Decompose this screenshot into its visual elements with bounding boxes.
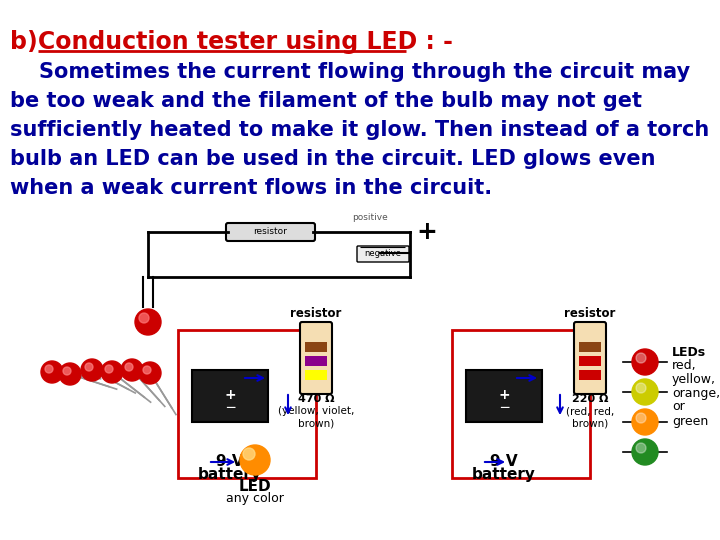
Circle shape [632, 439, 658, 465]
Text: negative: negative [364, 249, 402, 259]
Circle shape [41, 361, 63, 383]
Text: (yellow, violet,: (yellow, violet, [278, 406, 354, 416]
Circle shape [632, 409, 658, 435]
Text: Sometimes the current flowing through the circuit may: Sometimes the current flowing through th… [10, 62, 690, 82]
Circle shape [632, 349, 658, 375]
Text: ─: ─ [226, 401, 234, 415]
FancyBboxPatch shape [452, 330, 590, 478]
Text: LED: LED [239, 479, 271, 494]
Text: 9 V: 9 V [490, 455, 518, 469]
Circle shape [135, 309, 161, 335]
Circle shape [240, 445, 270, 475]
Circle shape [81, 359, 103, 381]
Text: green: green [672, 415, 708, 428]
Circle shape [59, 363, 81, 385]
FancyBboxPatch shape [300, 322, 332, 394]
Text: sufficiently heated to make it glow. Then instead of a torch: sufficiently heated to make it glow. The… [10, 120, 709, 140]
Circle shape [243, 448, 255, 460]
Circle shape [636, 443, 646, 453]
Circle shape [143, 366, 151, 374]
Text: 9 V: 9 V [216, 455, 244, 469]
Circle shape [636, 413, 646, 423]
Text: orange,: orange, [672, 387, 720, 400]
FancyBboxPatch shape [574, 322, 606, 394]
Text: resistor: resistor [290, 307, 342, 320]
Text: +: + [224, 388, 236, 402]
Text: red,: red, [672, 359, 697, 372]
Circle shape [632, 379, 658, 405]
Text: when a weak current flows in the circuit.: when a weak current flows in the circuit… [10, 178, 492, 198]
Text: or: or [672, 401, 685, 414]
Bar [579, 370, 601, 380]
Circle shape [636, 353, 646, 363]
Circle shape [125, 363, 133, 371]
Text: battery: battery [472, 467, 536, 482]
Text: 220 Ω: 220 Ω [572, 394, 608, 404]
Bar [192, 370, 268, 422]
Circle shape [636, 383, 646, 393]
Bar [579, 342, 601, 352]
FancyBboxPatch shape [226, 223, 315, 241]
Text: ─: ─ [500, 401, 508, 415]
Circle shape [45, 365, 53, 373]
Text: resistor: resistor [253, 227, 287, 237]
Text: b): b) [10, 30, 46, 54]
Bar [305, 342, 327, 352]
Text: be too weak and the filament of the bulb may not get: be too weak and the filament of the bulb… [10, 91, 642, 111]
Text: bulb an LED can be used in the circuit. LED glows even: bulb an LED can be used in the circuit. … [10, 149, 655, 169]
Text: +: + [498, 388, 510, 402]
Bar [579, 356, 601, 366]
Text: Conduction tester using LED : -: Conduction tester using LED : - [38, 30, 453, 54]
Bar [305, 356, 327, 366]
Circle shape [105, 365, 113, 373]
Circle shape [139, 362, 161, 384]
FancyBboxPatch shape [178, 330, 316, 478]
Circle shape [63, 367, 71, 375]
Text: brown): brown) [298, 418, 334, 428]
Text: +: + [416, 220, 437, 244]
Circle shape [101, 361, 123, 383]
Circle shape [121, 359, 143, 381]
Text: positive: positive [352, 213, 388, 222]
FancyBboxPatch shape [357, 246, 409, 262]
Text: any color: any color [226, 492, 284, 505]
Circle shape [85, 363, 93, 371]
Bar [305, 370, 327, 380]
Text: brown): brown) [572, 418, 608, 428]
Circle shape [139, 313, 149, 323]
Text: 470 Ω: 470 Ω [298, 394, 334, 404]
Text: resistor: resistor [564, 307, 616, 320]
Text: battery: battery [198, 467, 262, 482]
Text: (red, red,: (red, red, [566, 406, 614, 416]
Text: yellow,: yellow, [672, 373, 716, 386]
Bar [466, 370, 542, 422]
Text: LEDs: LEDs [672, 346, 706, 359]
